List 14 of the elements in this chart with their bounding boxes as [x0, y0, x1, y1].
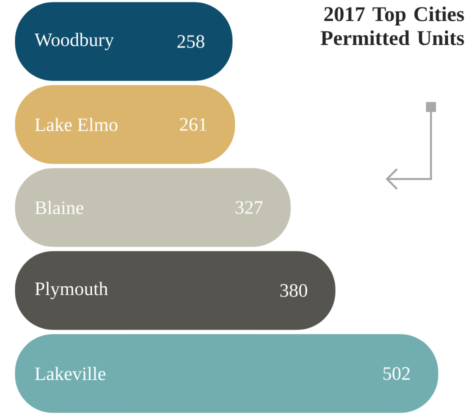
bar: [15, 334, 438, 413]
data-label: 261: [180, 118, 206, 131]
y-tick-label: Lakeville: [35, 366, 106, 380]
y-tick-label: Plymouth: [35, 282, 108, 300]
text: 2017 Top Cities Permitted Units: [320, 6, 464, 46]
bar: [15, 251, 336, 330]
bar: [15, 168, 291, 247]
data-label: 258: [177, 35, 204, 48]
y-tick-label: Woodbury: [34, 32, 114, 50]
data-label: 380: [280, 284, 308, 297]
y-tick-label: Blaine: [35, 200, 84, 214]
data-label: 502: [383, 367, 410, 380]
data-label: 327: [236, 201, 263, 214]
y-tick-label: Lake Elmo: [35, 118, 118, 132]
